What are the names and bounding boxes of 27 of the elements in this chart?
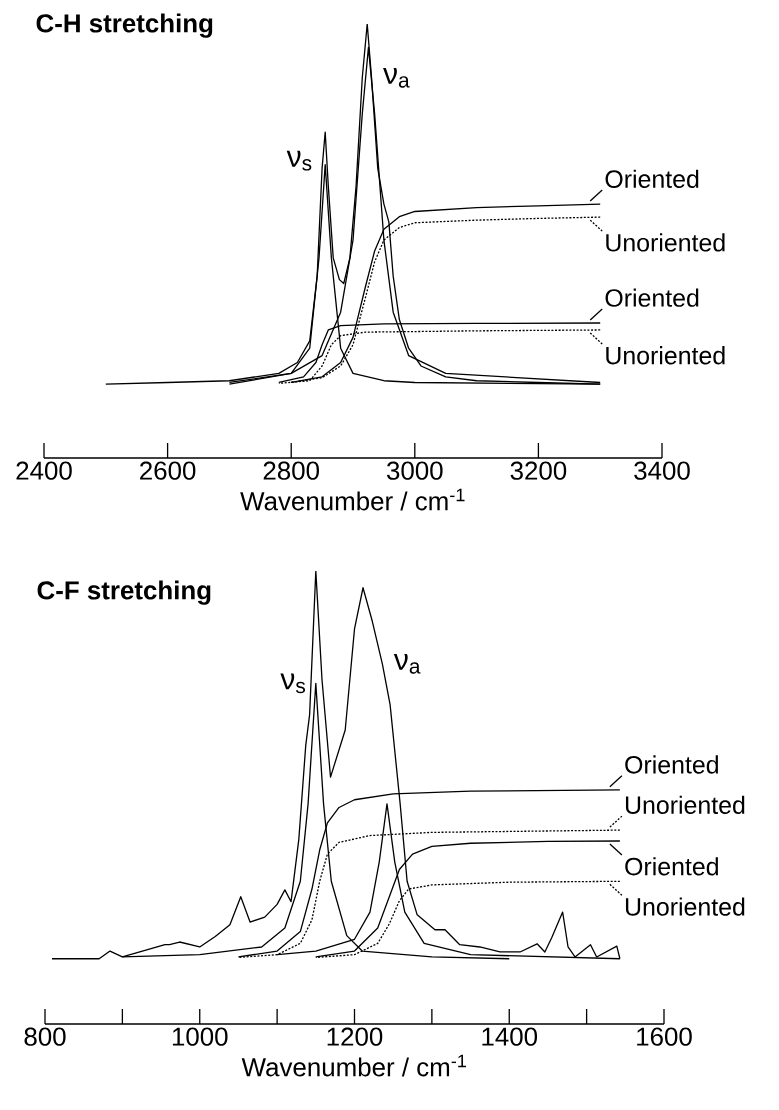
x-axis-title: Wavenumber / cm$^{-1}$: [241, 1054, 467, 1077]
legend-label: Unoriented: [625, 795, 745, 814]
annotation: ν$_{s}$: [286, 150, 312, 171]
legend-label: Oriented: [625, 857, 718, 876]
x-tick-label: 3400: [634, 461, 690, 480]
x-tick-label: 2600: [140, 461, 196, 480]
legend-label: Oriented: [625, 755, 718, 774]
x-axis-title: Wavenumber / cm$^{-1}$: [240, 488, 465, 511]
x-tick-label: 2800: [263, 461, 319, 480]
x-tick-label: 800: [24, 1027, 66, 1046]
legend-label: Unoriented: [625, 897, 745, 916]
x-tick-label: 3000: [386, 461, 443, 480]
x-tick-label: 3200: [510, 461, 567, 480]
chart-title: C-F stretching: [37, 580, 211, 605]
annotation: ν$_{a}$: [383, 67, 410, 88]
legend-label: Unoriented: [606, 233, 725, 252]
annotation: ν$_{s}$: [280, 673, 306, 694]
x-tick-label: 1000: [172, 1027, 228, 1046]
x-tick-label: 1400: [482, 1027, 538, 1046]
x-tick-label: 1200: [327, 1027, 383, 1046]
annotation: ν$_{a}$: [393, 654, 421, 674]
x-tick-label: 2400: [16, 461, 72, 480]
legend-label: Oriented: [605, 169, 699, 188]
x-tick-label: 1600: [637, 1027, 692, 1046]
chart-title: C-H stretching: [36, 13, 213, 38]
legend-label: Oriented: [605, 288, 699, 307]
legend-label: Unoriented: [606, 346, 725, 365]
